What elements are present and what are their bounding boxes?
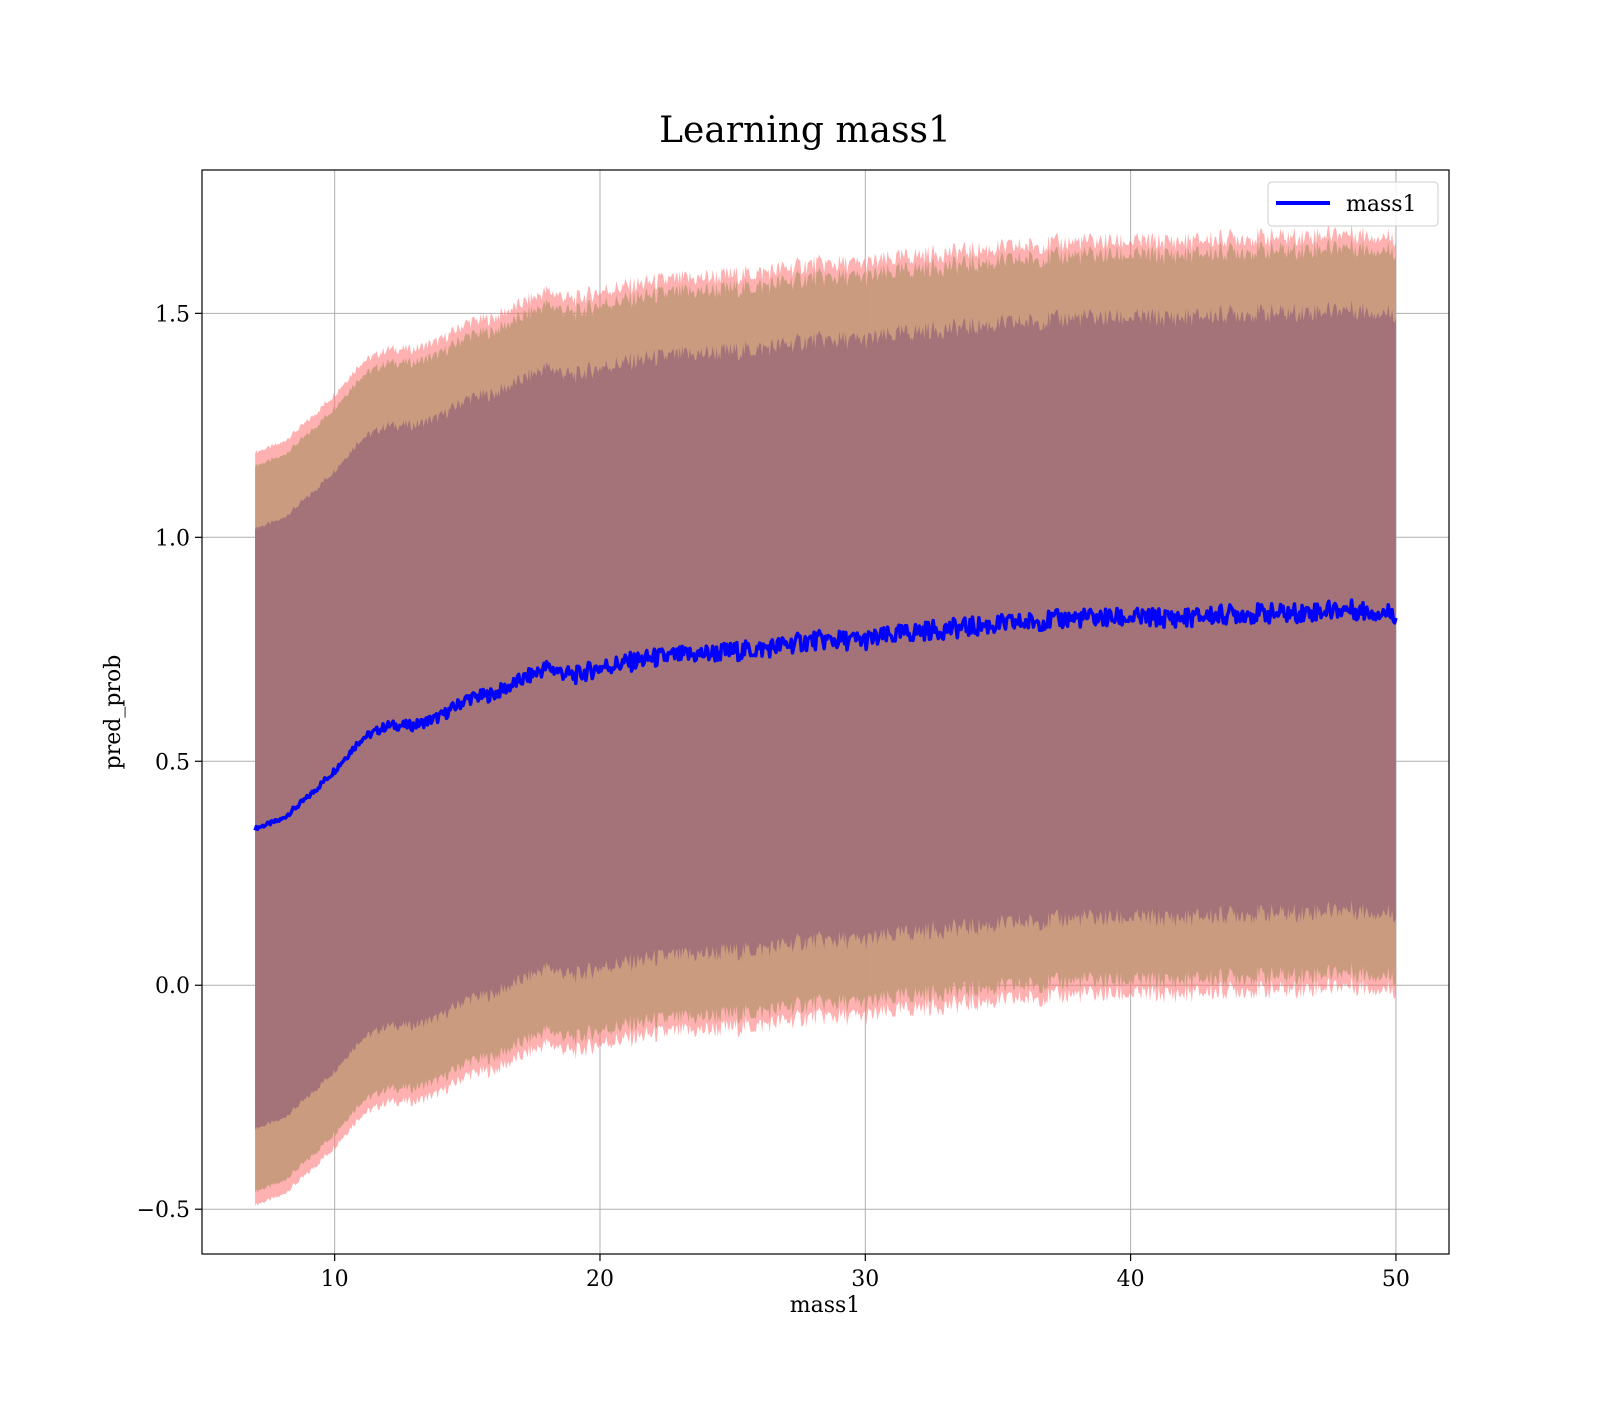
chart-title: Learning mass1 — [659, 110, 951, 151]
legend-label: mass1 — [1346, 192, 1417, 217]
x-tick-label: 10 — [321, 1267, 349, 1292]
y-axis-label: pred_prob — [101, 655, 126, 770]
x-tick-label: 50 — [1382, 1267, 1410, 1292]
plot-area — [201, 169, 1450, 1255]
x-tick-label: 40 — [1117, 1267, 1145, 1292]
y-tick-label: −0.5 — [137, 1198, 190, 1223]
x-axis-ticks: 10 20 30 40 50 — [321, 1254, 1410, 1292]
y-axis-ticks: −0.5 0.0 0.5 1.0 1.5 — [137, 302, 202, 1223]
y-tick-label: 1.0 — [155, 526, 190, 551]
plot-frame — [201, 169, 1450, 1255]
uncertainty-bands — [255, 223, 1396, 1207]
series-lines — [253, 598, 1398, 831]
band-inner — [255, 299, 1396, 1131]
series-line-mass1 — [253, 598, 1398, 831]
x-tick-label: 30 — [851, 1267, 879, 1292]
x-tick-label: 20 — [586, 1267, 614, 1292]
y-tick-label: 0.5 — [155, 750, 190, 775]
legend: mass1 — [1267, 181, 1439, 227]
legend-box — [1267, 181, 1439, 227]
y-tick-label: 0.0 — [155, 974, 190, 999]
y-tick-label: 1.5 — [155, 302, 190, 327]
x-axis-label: mass1 — [790, 1293, 861, 1318]
